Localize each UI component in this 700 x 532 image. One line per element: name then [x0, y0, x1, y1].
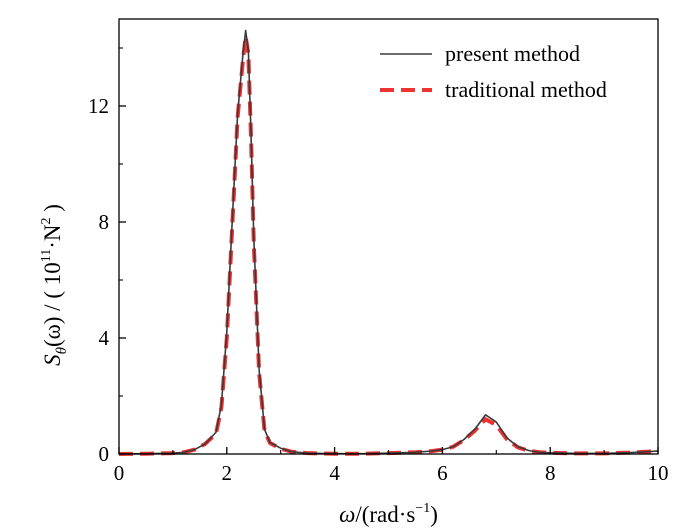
- y-axis-label: Sθ(ω) / ( 1011·N2 ): [39, 204, 70, 366]
- x-axis-label-close: ): [430, 502, 438, 527]
- x-axis-label-text: /(rad·s: [355, 502, 415, 527]
- x-tick-label: 6: [437, 461, 448, 485]
- y-tick-label: 0: [99, 442, 110, 466]
- y-axis-label-close: ): [40, 204, 65, 217]
- x-axis-label-sup: −1: [415, 501, 430, 516]
- y-tick-label: 4: [99, 326, 110, 350]
- legend-label-traditional-method: traditional method: [445, 77, 607, 102]
- x-tick-label: 10: [648, 461, 669, 485]
- legend: present method traditional method: [380, 41, 607, 102]
- y-axis-label-sup1: 11: [39, 249, 54, 262]
- series-line-present-method: [118, 29, 659, 455]
- x-tick-label: 2: [222, 461, 233, 485]
- x-tick-label: 8: [545, 461, 556, 485]
- x-axis-ticks: 0 2 4 6 8 10: [114, 447, 669, 485]
- legend-label-present-method: present method: [445, 41, 580, 66]
- x-tick-label: 0: [114, 461, 125, 485]
- y-axis-label-sup2: 2: [39, 218, 54, 225]
- y-tick-label: 12: [88, 94, 109, 118]
- plot-lines: [118, 29, 659, 456]
- y-axis-label-symbol: S: [40, 354, 65, 366]
- y-axis-label-mid: (ω) / ( 10: [40, 262, 65, 347]
- x-tick-label: 4: [329, 461, 340, 485]
- y-axis-label-mid2: ·N: [40, 224, 65, 249]
- y-axis-label-sub: θ: [54, 346, 70, 354]
- x-axis-label-symbol: ω: [339, 502, 355, 527]
- x-axis-label: ω/(rad·s−1): [339, 501, 438, 527]
- y-axis-ticks: 0 4 8 12: [88, 47, 126, 466]
- y-tick-label: 8: [99, 210, 110, 234]
